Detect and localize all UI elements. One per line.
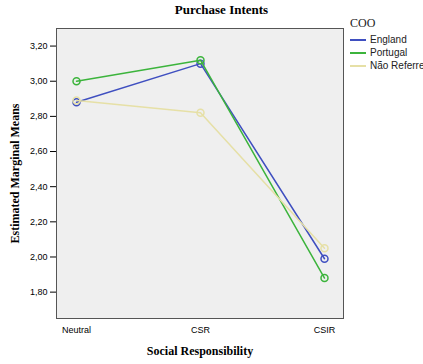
svg-text:2,80: 2,80 [30, 111, 48, 121]
html-text:Portugal: Portugal [370, 47, 408, 58]
html-text:Purchase Intents: Purchase Intents [174, 2, 269, 17]
svg-text:2,20: 2,20 [30, 217, 48, 227]
html-text:England: England [370, 34, 407, 45]
svg-text:Estimated Marginal Means: Estimated Marginal Means [8, 103, 22, 243]
svg-text:CSR: CSR [191, 325, 211, 335]
svg-text:2,40: 2,40 [30, 182, 48, 192]
svg-text:3,20: 3,20 [30, 41, 48, 51]
svg-text:2,00: 2,00 [30, 252, 48, 262]
svg-text:2,60: 2,60 [30, 146, 48, 156]
svg-text:Neutral: Neutral [62, 325, 91, 335]
svg-text:3,00: 3,00 [30, 76, 48, 86]
svg-text:Social Responsibility: Social Responsibility [147, 344, 253, 358]
svg-text:1,80: 1,80 [30, 287, 48, 297]
svg-text:CSIR: CSIR [314, 325, 336, 335]
html-text:COO: COO [350, 16, 376, 30]
